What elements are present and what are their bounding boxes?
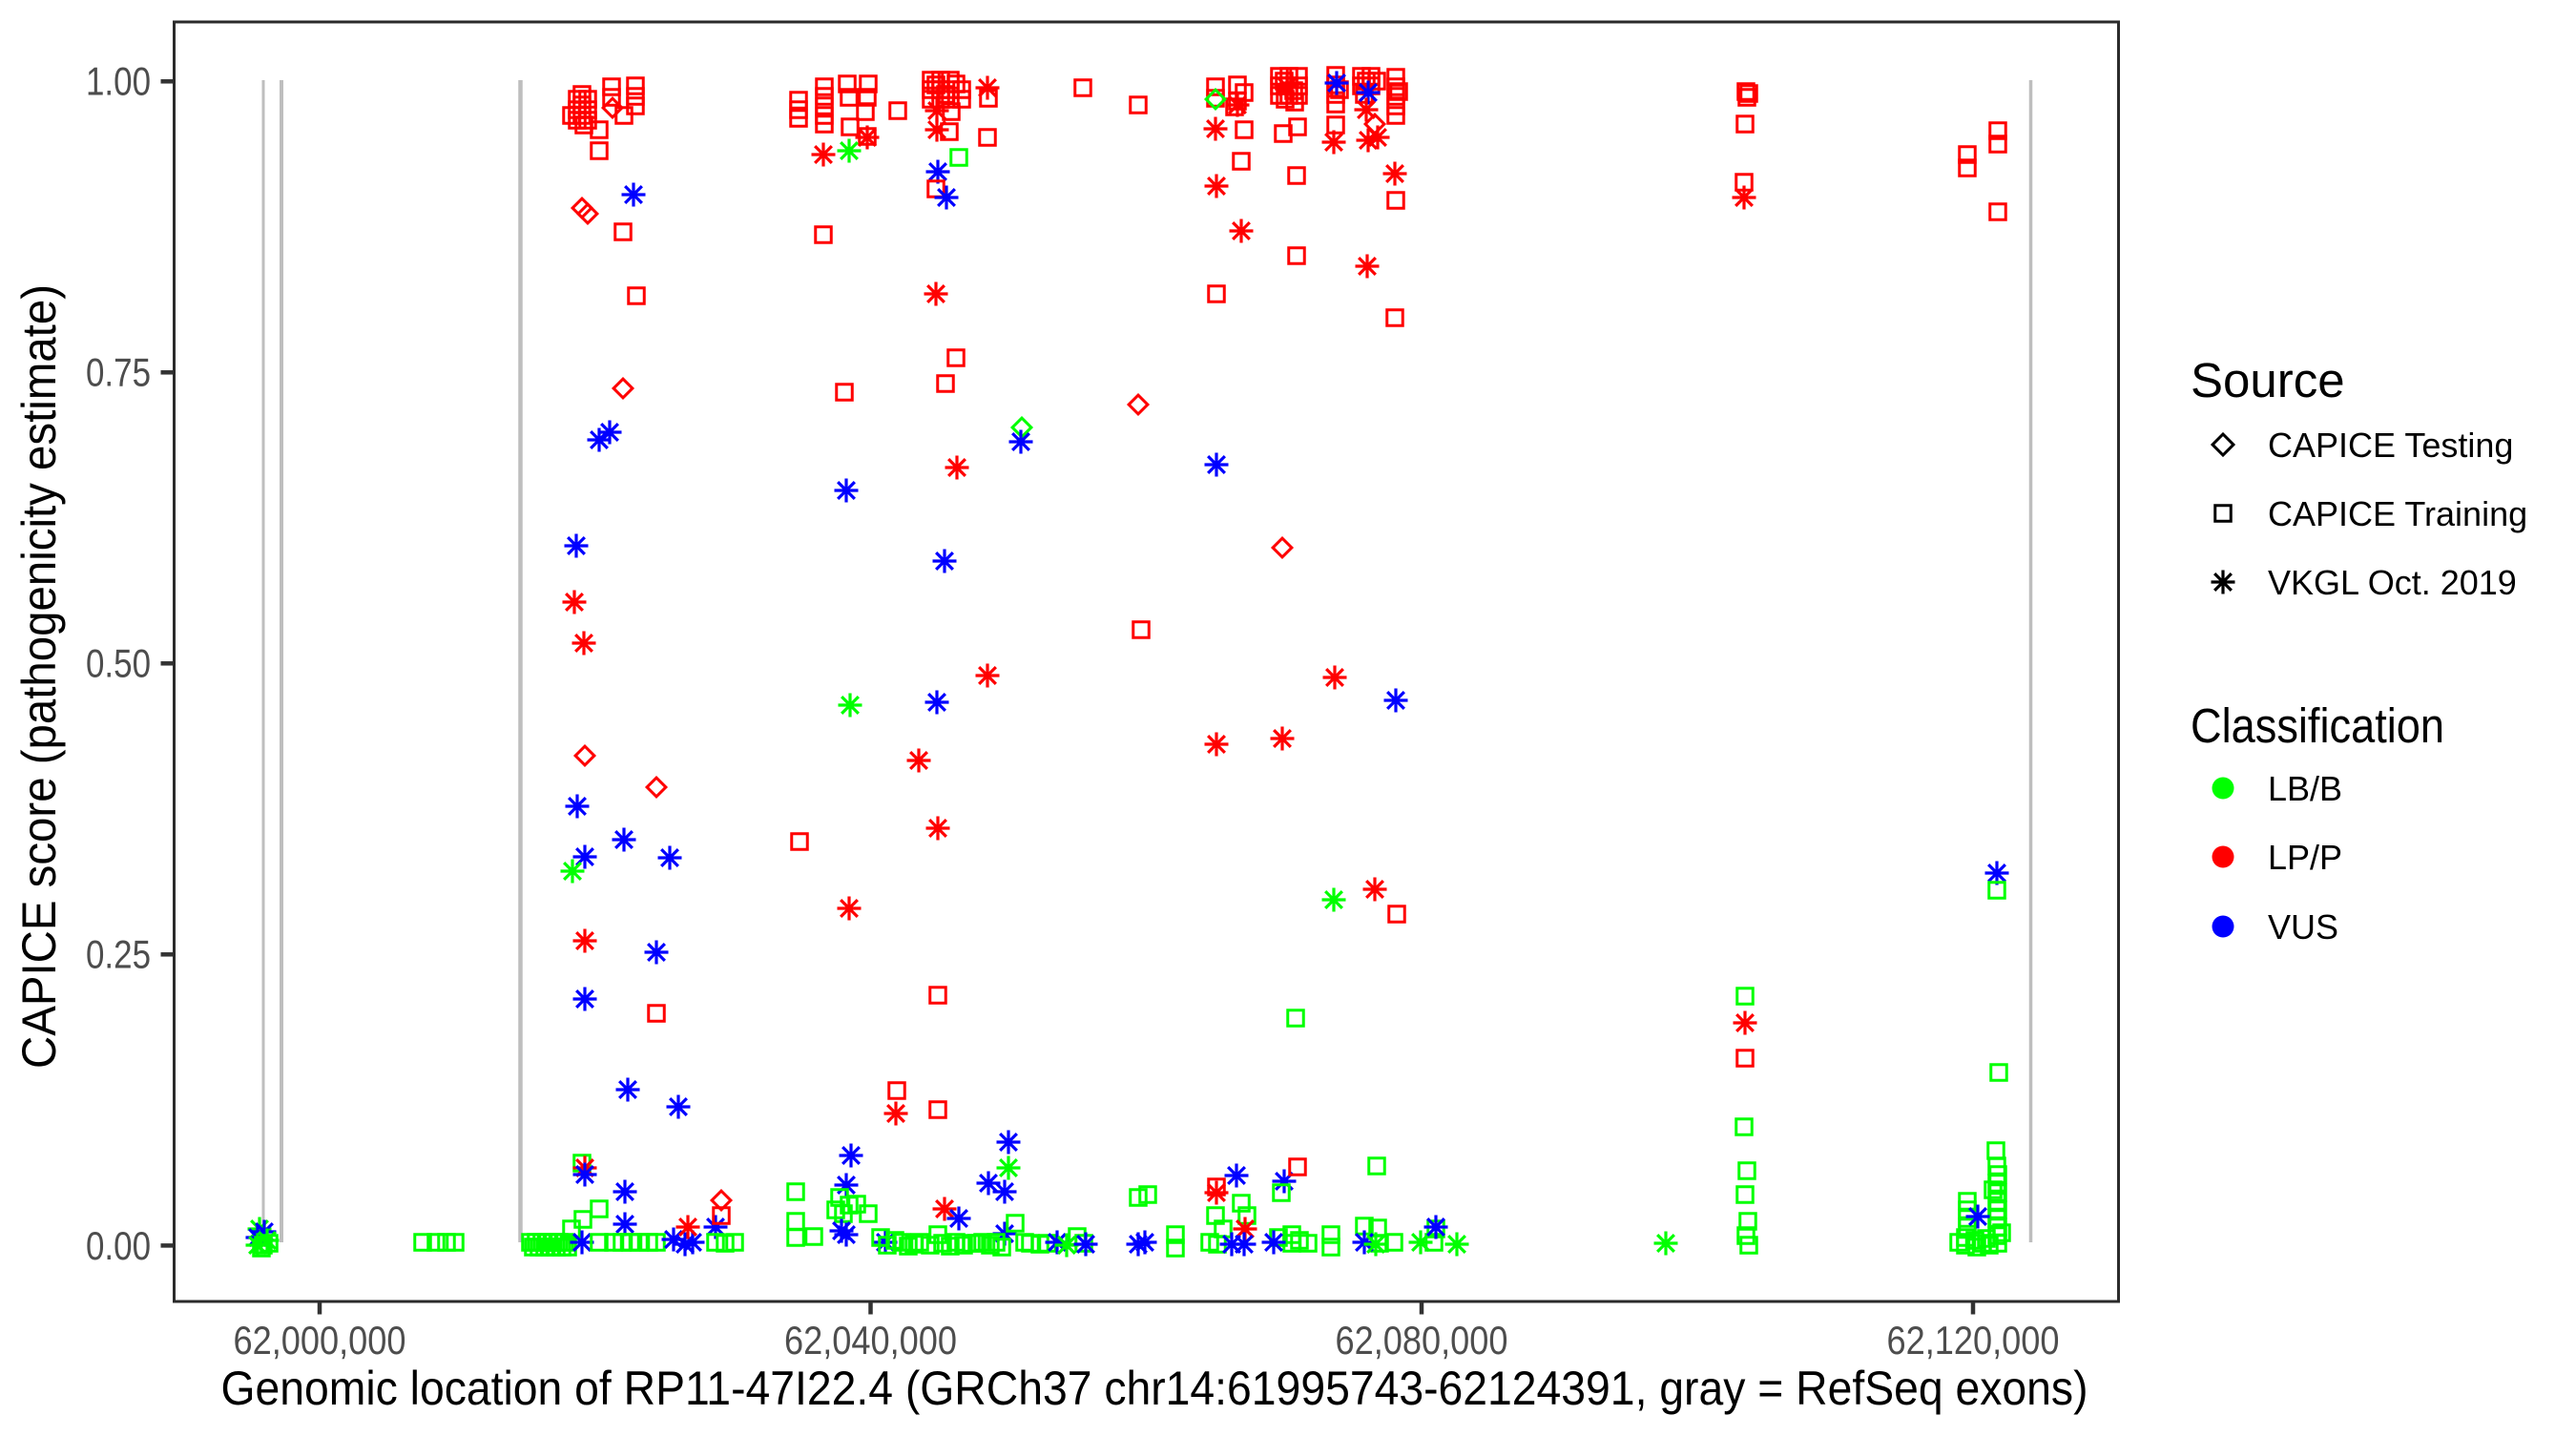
svg-text:Genomic location of RP11-47I22: Genomic location of RP11-47I22.4 (GRCh37… [221,1362,2088,1415]
svg-text:0.50: 0.50 [86,641,151,686]
svg-text:1.00: 1.00 [86,59,151,104]
svg-text:62,120,000: 62,120,000 [1887,1318,2060,1363]
svg-text:Classification: Classification [2191,698,2444,753]
svg-text:Source: Source [2191,353,2345,407]
svg-text:CAPICE Testing: CAPICE Testing [2268,426,2513,465]
svg-text:VKGL Oct. 2019: VKGL Oct. 2019 [2268,563,2517,602]
svg-text:0.25: 0.25 [86,932,151,977]
svg-text:62,040,000: 62,040,000 [784,1318,957,1363]
svg-text:VUS: VUS [2268,907,2338,947]
svg-text:0.75: 0.75 [86,350,151,395]
svg-text:LP/P: LP/P [2268,838,2342,877]
svg-text:62,080,000: 62,080,000 [1336,1318,1508,1363]
svg-text:CAPICE Training: CAPICE Training [2268,494,2527,533]
svg-text:CAPICE score (pathogenicity es: CAPICE score (pathogenicity estimate) [12,284,66,1069]
svg-text:0.00: 0.00 [86,1223,151,1268]
svg-text:LB/B: LB/B [2268,769,2342,808]
svg-text:62,000,000: 62,000,000 [234,1318,406,1363]
